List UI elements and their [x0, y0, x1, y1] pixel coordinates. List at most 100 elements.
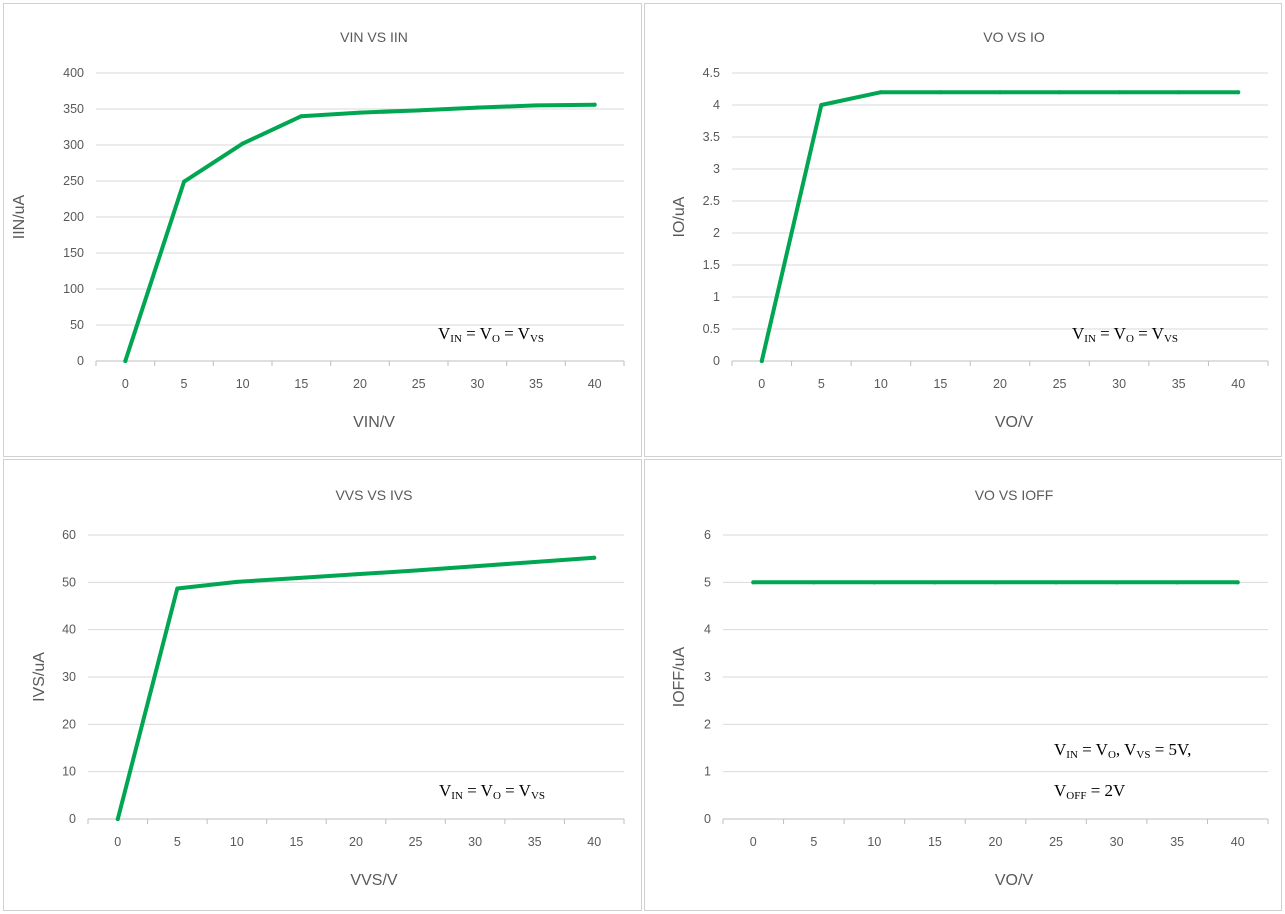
data-point	[240, 141, 245, 146]
y-tick-label: 50	[70, 318, 84, 332]
x-tick-label: 20	[349, 835, 363, 849]
x-axis-label: VO/V	[995, 872, 1034, 889]
chart-vo-ioff: 0 1 2 3 4 5 6 0 5 10 15 20 25 30 35 40 VO VS IOFF VO/V IOF…	[671, 487, 1269, 889]
y-axis-label: IO/uA	[671, 196, 688, 237]
condition-annotation: VIN = VO, VVS = 5V,	[1054, 740, 1191, 761]
data-point	[819, 103, 824, 107]
data-point	[234, 579, 239, 584]
data-point	[532, 559, 537, 564]
data-point	[1176, 90, 1181, 95]
y-tick-label: 60	[62, 528, 76, 542]
x-tick-label: 10	[867, 835, 881, 849]
data-point	[938, 90, 943, 95]
y-tick-label: 0.5	[703, 322, 720, 336]
chart-title: VO VS IOFF	[975, 487, 1054, 503]
y-tick-label: 150	[63, 246, 84, 260]
data-point	[1057, 90, 1062, 95]
x-tick-label: 15	[928, 835, 942, 849]
series-line	[759, 90, 1241, 363]
x-tick-label: 5	[174, 835, 181, 849]
x-tick-label: 0	[750, 835, 757, 849]
x-tick-label: 25	[1053, 377, 1067, 391]
x-tick-label: 25	[412, 377, 426, 391]
data-point	[534, 103, 538, 108]
y-tick-label: 100	[63, 282, 84, 296]
data-point	[294, 576, 299, 581]
y-tick-label: 3	[713, 162, 720, 176]
x-tick-label: 0	[758, 377, 765, 391]
x-tick-label: 35	[528, 835, 542, 849]
y-tick-label: 1	[704, 765, 711, 779]
chart-panel-vvs-ivs: 0 10 20 30 40 50 60 0 5 10 15 20 25 30 35 40 VVS VS IVS V…	[3, 459, 642, 911]
x-tick-label: 35	[1170, 835, 1184, 849]
condition-annotation: VIN = VO = VVS	[438, 324, 544, 345]
x-tick-label: 25	[1049, 835, 1063, 849]
data-point	[998, 90, 1002, 95]
y-tick-label: 1.5	[703, 258, 720, 272]
y-tick-label: 10	[62, 765, 76, 779]
x-tick-label: 25	[409, 835, 423, 849]
condition-annotation: VIN = VO = VVS	[1072, 324, 1178, 345]
x-tick-label: 20	[353, 377, 367, 391]
y-tick-label: 2	[713, 226, 720, 240]
data-point	[123, 359, 128, 363]
chart-title: VVS VS IVS	[335, 487, 412, 503]
data-point	[932, 580, 937, 585]
chart-title: VO VS IO	[983, 29, 1045, 45]
y-tick-label: 3	[704, 670, 711, 684]
y-tick-label: 4	[713, 98, 720, 112]
y-tick-label: 0	[704, 812, 711, 826]
data-point	[299, 114, 304, 119]
data-point	[1236, 90, 1241, 95]
y-tick-label: 20	[62, 717, 76, 731]
y-tick-label: 50	[62, 575, 76, 589]
x-axis-label: VIN/V	[353, 414, 395, 431]
chart-vo-io: 0 0.5 1 1.5 2 2.5 3 3.5 4 4.5 0 5 10 15 20 25 30 35 40 VO V…	[671, 29, 1269, 431]
x-tick-label: 0	[114, 835, 121, 849]
chart-vvs-ivs: 0 10 20 30 40 50 60 0 5 10 15 20 25 30 35 40 VVS VS IVS V…	[31, 487, 625, 889]
x-tick-label: 35	[529, 377, 543, 391]
x-tick-label: 15	[294, 377, 308, 391]
series-line	[115, 555, 597, 821]
y-axis-label: IVS/uA	[31, 652, 48, 702]
x-tick-label: 20	[993, 377, 1007, 391]
condition-annotation: VIN = VO = VVS	[439, 781, 545, 802]
y-tick-label: 40	[62, 623, 76, 637]
chart-panel-vo-ioff: 0 1 2 3 4 5 6 0 5 10 15 20 25 30 35 40 VO VS IOFF VO/V IOF…	[644, 459, 1282, 911]
x-tick-label: 15	[933, 377, 947, 391]
y-tick-label: 0	[77, 354, 84, 368]
data-point	[1114, 580, 1119, 585]
chart-panel-vo-io: 0 0.5 1 1.5 2 2.5 3 3.5 4 4.5 0 5 10 15 20 25 30 35 40 VO V…	[644, 3, 1282, 457]
x-tick-label: 40	[587, 835, 601, 849]
y-tick-label: 250	[63, 174, 84, 188]
data-point	[1117, 90, 1122, 95]
y-axis-label: IOFF/uA	[671, 646, 688, 707]
data-point	[182, 179, 186, 184]
data-point	[751, 580, 756, 585]
y-tick-label: 4.5	[703, 66, 720, 80]
data-point	[1054, 580, 1059, 585]
data-point	[592, 102, 597, 107]
condition-annotation: VOFF = 2V	[1054, 781, 1126, 802]
x-tick-label: 40	[1231, 377, 1245, 391]
chart-vin-iin: 0 50 100 150 200 250 300 350 400 0 5 10 15 20 25 30 35 40…	[11, 29, 625, 431]
x-tick-label: 30	[1110, 835, 1124, 849]
x-axis-label: VO/V	[995, 414, 1034, 431]
y-tick-label: 30	[62, 670, 76, 684]
y-tick-label: 300	[63, 138, 84, 152]
y-tick-label: 400	[63, 66, 84, 80]
x-tick-label: 20	[989, 835, 1003, 849]
y-tick-label: 4	[704, 623, 711, 637]
x-tick-label: 40	[588, 377, 602, 391]
x-tick-label: 30	[470, 377, 484, 391]
y-tick-label: 5	[704, 575, 711, 589]
y-axis-label: IIN/uA	[11, 194, 28, 239]
x-tick-label: 30	[468, 835, 482, 849]
data-point	[354, 572, 358, 577]
x-tick-label: 10	[230, 835, 244, 849]
x-tick-label: 5	[810, 835, 817, 849]
y-tick-label: 2	[704, 717, 711, 731]
x-tick-label: 40	[1231, 835, 1245, 849]
data-point	[878, 90, 883, 95]
y-tick-label: 2.5	[703, 194, 720, 208]
